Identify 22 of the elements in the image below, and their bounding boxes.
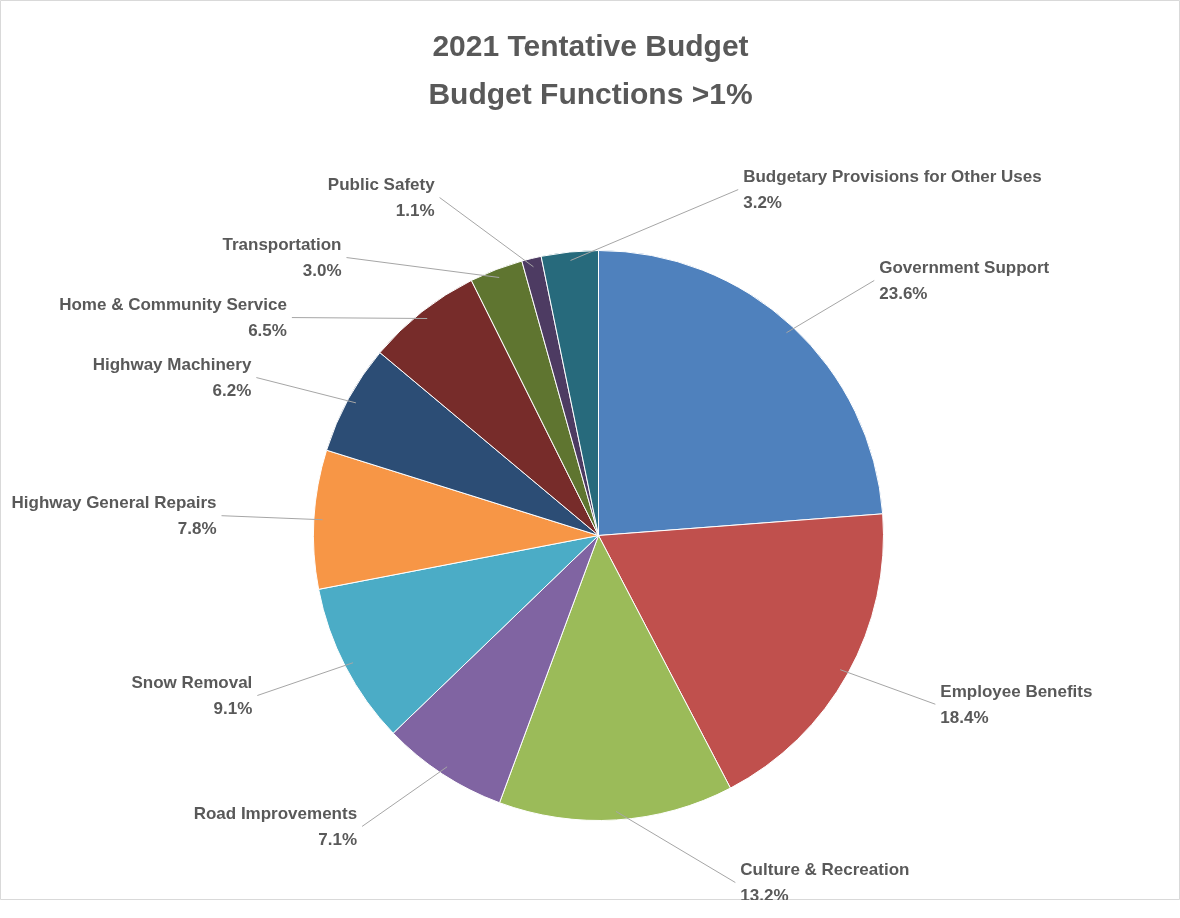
slice-label: Road Improvements (193, 803, 358, 823)
slice-label: Snow Removal (131, 673, 253, 693)
data-label: 7.8% (177, 519, 217, 539)
slice-label: Home & Community Service (59, 295, 287, 315)
chart-title: 2021 Tentative Budget Budget Functions >1% (428, 29, 753, 110)
slice-label: Government Support (879, 257, 1050, 277)
data-label: 7.1% (318, 829, 358, 849)
data-label: 6.2% (212, 381, 252, 401)
slice-label: Transportation (222, 235, 342, 255)
slice-label: Highway Machinery (92, 355, 252, 375)
slice-label: Highway General Repairs (11, 493, 217, 513)
data-label: 3.0% (302, 261, 342, 281)
data-label: 1.1% (395, 201, 435, 221)
data-label: 9.1% (213, 699, 253, 719)
data-label: 6.5% (248, 321, 287, 341)
slice-label: Employee Benefits (940, 681, 1093, 701)
slice-label: Public Safety (327, 175, 436, 195)
slice-label: Budgetary Provisions for Other Uses (743, 167, 1042, 187)
slice-label: Culture & Recreation (740, 860, 910, 879)
data-label: 3.2% (743, 193, 782, 213)
data-label: 23.6% (879, 283, 928, 303)
data-label: 18.4% (940, 707, 989, 727)
